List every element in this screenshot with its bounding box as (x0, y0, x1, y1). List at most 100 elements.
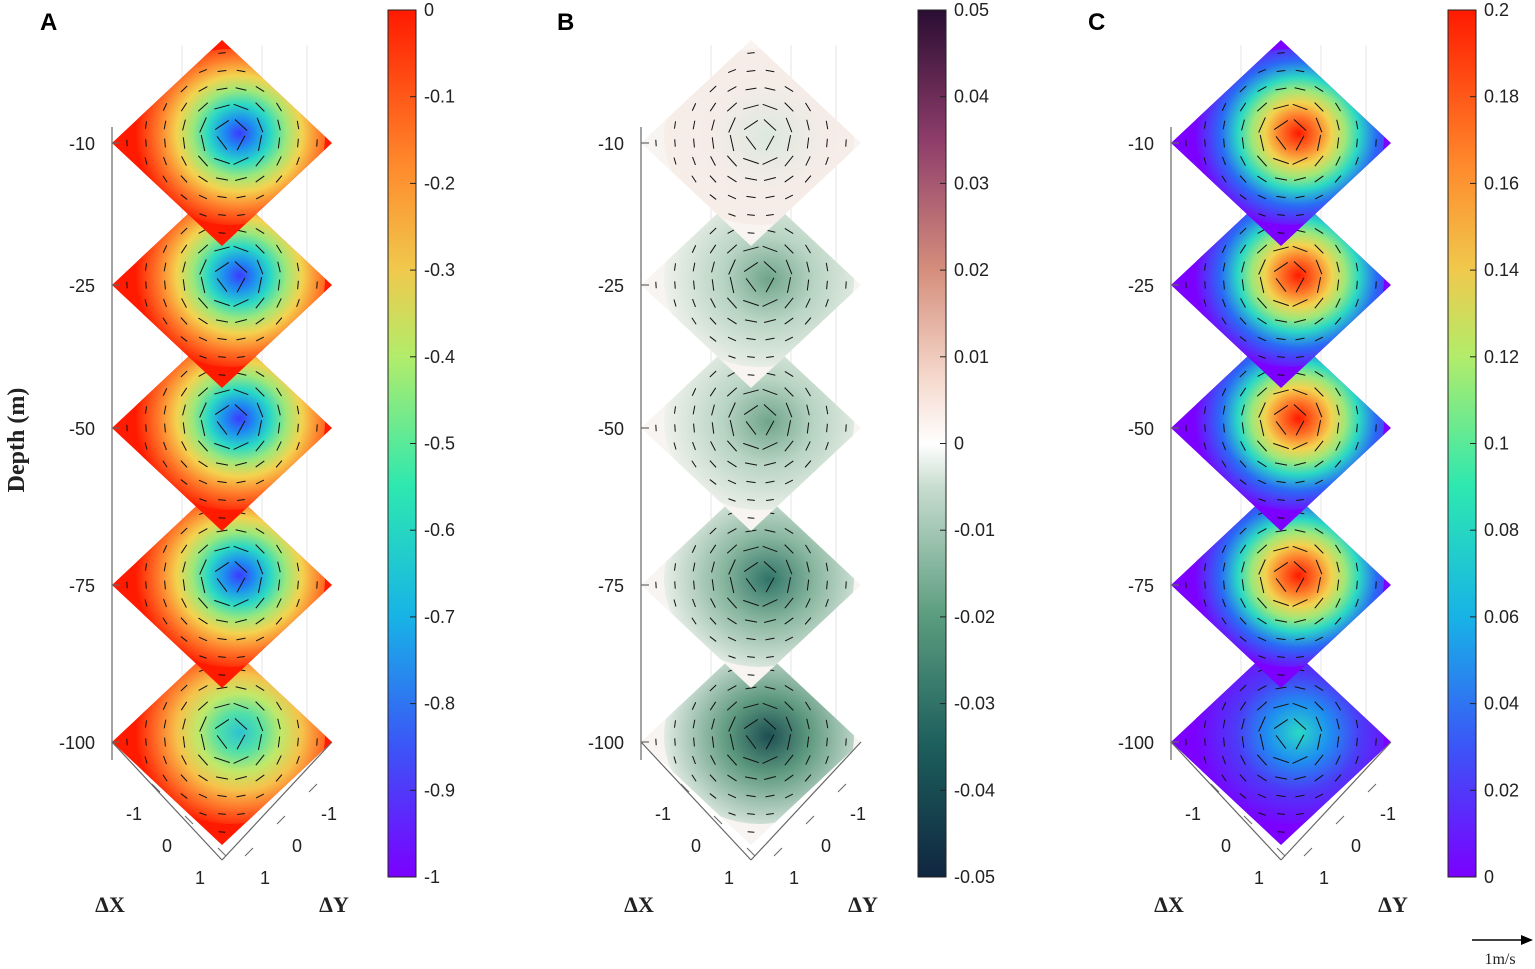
velocity-arrow (1336, 579, 1340, 591)
velocity-arrow (728, 716, 736, 732)
velocity-arrow (1241, 261, 1245, 273)
velocity-arrow (1276, 69, 1286, 73)
velocity-arrow (277, 404, 281, 416)
velocity-arrow (653, 230, 659, 236)
velocity-arrow (1184, 86, 1188, 92)
velocity-arrow (255, 701, 265, 711)
velocity-arrow (144, 563, 148, 571)
velocity-arrow (711, 404, 715, 416)
velocity-arrow (143, 230, 149, 236)
velocity-arrow (314, 354, 320, 360)
velocity-arrow (316, 263, 318, 271)
velocity-arrow (180, 684, 188, 692)
velocity-arrow (672, 497, 678, 503)
velocity-arrow (257, 733, 263, 751)
velocity-arrow (276, 298, 282, 308)
velocity-arrow (314, 210, 320, 216)
velocity-arrow (1314, 336, 1324, 342)
velocity-arrow (691, 672, 697, 678)
velocity-arrow (1274, 619, 1288, 623)
velocity-arrow (1184, 175, 1188, 183)
velocity-arrow (1184, 479, 1188, 485)
velocity-arrow (805, 544, 811, 554)
velocity-arrow (692, 405, 696, 415)
dy-tick (308, 783, 318, 793)
velocity-arrow (1183, 230, 1189, 236)
velocity-arrow (1375, 720, 1377, 728)
velocity-arrow (1277, 52, 1285, 54)
velocity-arrow (199, 830, 207, 834)
velocity-arrow (1292, 545, 1308, 553)
velocity-arrow (804, 210, 812, 216)
velocity-arrow (844, 317, 848, 325)
velocity-arrow (1315, 259, 1323, 275)
velocity-arrow (144, 175, 148, 183)
velocity-arrow (197, 544, 209, 554)
velocity-arrow (1202, 654, 1208, 660)
velocity-arrow (1203, 157, 1207, 165)
velocity-arrow (1295, 637, 1305, 641)
velocity-arrow (1184, 336, 1188, 342)
velocity-arrow (691, 829, 697, 835)
velocity-arrow (746, 480, 756, 484)
velocity-arrow (1185, 121, 1187, 129)
velocity-arrow (1295, 69, 1305, 73)
velocity-arrow (1258, 655, 1266, 659)
velocity-arrow (1354, 317, 1360, 325)
velocity-arrow (1315, 117, 1323, 133)
velocity-arrow (314, 227, 320, 235)
velocity-arrow (1274, 319, 1288, 323)
velocity-arrow (743, 299, 759, 307)
velocity-arrow (1334, 227, 1342, 235)
velocity-arrow (1204, 424, 1206, 432)
velocity-arrow (1277, 674, 1285, 676)
velocity-arrow (709, 811, 717, 817)
velocity-arrow (691, 527, 697, 535)
velocity-arrow (144, 317, 148, 325)
velocity-arrow (746, 637, 756, 641)
velocity-arrow (691, 497, 697, 503)
velocity-arrow (1374, 702, 1378, 710)
dy-tick (1303, 847, 1313, 857)
velocity-arrow (691, 649, 697, 655)
velocity-arrow (1334, 667, 1342, 673)
velocity-arrow (762, 599, 778, 607)
velocity-arrow (672, 336, 678, 342)
velocity-arrow (1258, 117, 1266, 133)
velocity-arrow (257, 419, 263, 437)
velocity-arrow (1314, 175, 1324, 183)
velocity-arrow (125, 157, 129, 165)
velocity-arrow (673, 263, 677, 271)
velocity-arrow (743, 405, 759, 415)
velocity-arrow (314, 230, 320, 236)
velocity-arrow (1354, 460, 1360, 468)
depth-tick-label: -25 (69, 276, 95, 296)
velocity-arrow (1294, 461, 1306, 467)
velocity-arrow (804, 667, 812, 673)
velocity-arrow (843, 212, 849, 218)
velocity-arrow (1275, 421, 1287, 435)
velocity-arrow (162, 372, 168, 378)
velocity-arrow (144, 545, 148, 553)
velocity-arrow (124, 497, 130, 503)
velocity-arrow (1184, 702, 1188, 710)
velocity-arrow (275, 85, 283, 93)
velocity-arrow (163, 120, 167, 130)
eddy-field (664, 49, 854, 225)
velocity-arrow (1221, 492, 1227, 498)
velocity-arrow (1184, 299, 1188, 307)
velocity-arrow (125, 175, 129, 183)
velocity-arrow (655, 121, 657, 129)
dy-tick (276, 815, 286, 825)
velocity-arrow (164, 580, 166, 590)
velocity-arrow (277, 261, 281, 273)
velocity-arrow (1221, 370, 1227, 378)
colorbar-tick-label: 0.02 (1484, 780, 1519, 800)
velocity-arrow (843, 85, 849, 93)
velocity-arrow (1203, 245, 1207, 253)
velocity-arrow (1241, 561, 1245, 573)
velocity-arrow (314, 212, 320, 218)
velocity-arrow (1334, 510, 1342, 516)
velocity-arrow (1221, 175, 1227, 183)
velocity-arrow (314, 527, 320, 535)
